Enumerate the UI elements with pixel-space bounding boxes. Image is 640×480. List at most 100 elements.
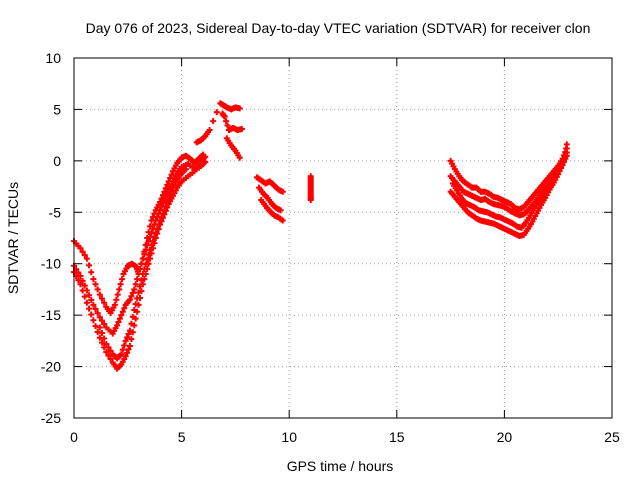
data-point-interp bbox=[92, 305, 99, 312]
data-point bbox=[83, 299, 90, 306]
data-point-interp bbox=[117, 281, 124, 288]
series-track-5 bbox=[193, 100, 245, 161]
y-tick-label: -10 bbox=[41, 256, 61, 272]
data-point-interp bbox=[128, 293, 135, 300]
series-track-4 bbox=[96, 166, 189, 362]
data-point-interp bbox=[220, 112, 227, 119]
data-point-interp bbox=[540, 197, 547, 204]
data-point-interp bbox=[223, 118, 230, 125]
data-point-interp bbox=[132, 301, 139, 308]
data-point-interp bbox=[94, 286, 101, 293]
data-point-interp bbox=[555, 165, 562, 172]
series-track-11 bbox=[449, 141, 570, 231]
y-tick-label: -20 bbox=[41, 359, 61, 375]
data-point-interp bbox=[195, 164, 202, 171]
data-point-interp bbox=[532, 190, 539, 197]
x-tick-label: 15 bbox=[389, 429, 405, 445]
data-point-interp bbox=[456, 192, 463, 199]
data-point-interp bbox=[141, 266, 148, 273]
data-point bbox=[90, 276, 97, 283]
x-axis-label: GPS time / hours bbox=[287, 458, 394, 474]
data-point bbox=[126, 327, 133, 334]
data-point-interp bbox=[226, 140, 233, 147]
data-point-interp bbox=[547, 179, 554, 186]
data-point bbox=[139, 255, 146, 262]
data-point-interp bbox=[114, 291, 121, 298]
y-tick-labels: -25 -20 -15 -10 -5 0 5 10 bbox=[41, 50, 61, 426]
y-tick-label: -5 bbox=[49, 204, 62, 220]
data-point-interp bbox=[551, 172, 558, 179]
data-point-interp bbox=[88, 297, 95, 304]
data-point-interp bbox=[530, 207, 537, 214]
data-point-interp bbox=[560, 156, 567, 163]
data-point bbox=[83, 255, 90, 262]
data-point-interp bbox=[101, 335, 108, 342]
data-point-interp bbox=[205, 129, 212, 136]
y-axis-label: SDTVAR / TECUs bbox=[5, 182, 21, 294]
data-point bbox=[116, 286, 123, 293]
data-point-interp bbox=[527, 195, 534, 202]
data-point-interp bbox=[75, 277, 82, 284]
data-point-interp bbox=[116, 352, 123, 359]
data-point-interp bbox=[278, 188, 285, 195]
data-point-interp bbox=[450, 192, 457, 199]
data-point-interp bbox=[116, 315, 123, 322]
data-point bbox=[144, 256, 151, 263]
data-point bbox=[165, 194, 172, 201]
data-point-interp bbox=[145, 251, 152, 258]
x-tick-label: 20 bbox=[497, 429, 513, 445]
data-point-interp bbox=[98, 339, 105, 346]
data-point-interp bbox=[125, 331, 132, 337]
data-point-interp bbox=[128, 320, 135, 327]
data-point-interp bbox=[134, 276, 141, 283]
data-point-interp bbox=[200, 160, 207, 167]
data-point-interp bbox=[263, 193, 270, 200]
data-point-interp bbox=[88, 311, 95, 318]
data-point-interp bbox=[86, 305, 93, 312]
data-point-interp bbox=[121, 356, 128, 363]
data-point-interp bbox=[523, 200, 530, 207]
data-point-interp bbox=[213, 109, 220, 116]
data-point bbox=[139, 271, 146, 277]
data-point-interp bbox=[154, 225, 161, 232]
data-point-interp bbox=[454, 181, 461, 188]
data-point bbox=[131, 307, 138, 313]
y-tick-label: 10 bbox=[45, 50, 61, 66]
data-point bbox=[103, 349, 110, 356]
data-point-interp bbox=[454, 197, 461, 204]
data-point-interp bbox=[105, 352, 112, 359]
data-point-interp bbox=[138, 277, 145, 284]
data-point-interp bbox=[454, 170, 461, 177]
data-point-interp bbox=[107, 356, 114, 363]
data-point-interp bbox=[75, 242, 82, 249]
data-point-interp bbox=[167, 191, 174, 198]
data-point-interp bbox=[149, 238, 156, 245]
data-point-interp bbox=[200, 155, 207, 162]
data-point-interp bbox=[110, 304, 117, 311]
data-point-interp bbox=[119, 276, 126, 283]
data-point-interp bbox=[261, 201, 268, 208]
data-point-interp bbox=[181, 167, 188, 174]
data-point-interp bbox=[92, 281, 99, 288]
data-point-interp bbox=[168, 171, 175, 178]
data-point-interp bbox=[124, 334, 131, 341]
data-point-interp bbox=[121, 305, 128, 312]
data-point-interp bbox=[230, 145, 237, 152]
data-point-interp bbox=[147, 247, 154, 253]
data-point-interp bbox=[123, 265, 130, 272]
data-point-interp bbox=[189, 169, 196, 176]
data-point-interp bbox=[98, 295, 105, 302]
data-point-interp bbox=[172, 162, 179, 169]
data-point-interp bbox=[452, 185, 459, 192]
x-tick-label: 0 bbox=[70, 429, 78, 445]
data-point-interp bbox=[459, 202, 466, 209]
data-point-interp bbox=[534, 200, 541, 207]
data-point-interp bbox=[131, 262, 138, 269]
data-point-interp bbox=[86, 292, 93, 299]
data-point-interp bbox=[113, 296, 120, 303]
data-point-interp bbox=[92, 323, 99, 330]
data-point-interp bbox=[162, 203, 169, 210]
data-point-interp bbox=[125, 346, 132, 353]
data-point-interp bbox=[237, 126, 244, 133]
